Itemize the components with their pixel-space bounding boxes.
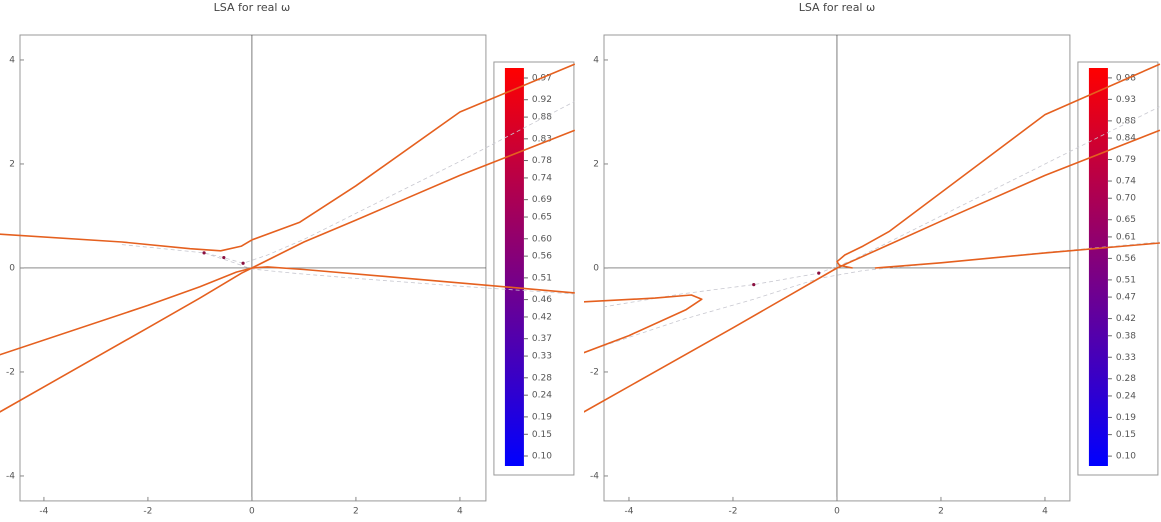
colorbar-tick-label: 0.65: [1116, 215, 1136, 225]
colorbar-tick-label: 0.60: [532, 234, 552, 244]
curve: [0, 129, 576, 356]
chart-title: LSA for real ω: [214, 1, 291, 14]
colorbar-tick-label: 0.65: [532, 213, 552, 223]
colorbar-tick-label: 0.78: [532, 156, 552, 166]
curve: [0, 266, 575, 413]
y-tick-label: 2: [593, 159, 599, 169]
x-tick-label: 4: [457, 506, 463, 516]
colorbar-tick-label: 0.10: [1116, 452, 1136, 462]
point: [222, 255, 226, 260]
colorbar-tick-label: 0.42: [1116, 314, 1136, 324]
series-group: [584, 63, 1161, 413]
point: [241, 261, 245, 265]
colorbar-tick-label: 0.88: [532, 113, 552, 123]
curve: [836, 63, 1161, 269]
colorbar-tick-label: 0.15: [1116, 430, 1136, 440]
colorbar-tick-label: 0.61: [1116, 232, 1136, 242]
panel: LSA for real ω-4 -2 0 2 4-4-20240.970.920.88…: [0, 1, 576, 516]
chart-title: LSA for real ω: [799, 1, 876, 14]
curve: [584, 294, 703, 354]
dashed-curve: [602, 106, 1160, 308]
colorbar-tick-label: 0.88: [1116, 116, 1136, 126]
y-tick-label: -4: [590, 471, 599, 481]
colorbar-tick-label: 0.24: [1116, 391, 1136, 401]
curve: [0, 63, 576, 252]
colorbar-tick-label: 0.28: [532, 373, 552, 383]
y-tick-label: 4: [593, 55, 599, 65]
colorbar-tick-label: 0.74: [1116, 177, 1136, 187]
x-tick-label: -2: [143, 506, 152, 516]
colorbar-tick-label: 0.93: [1116, 95, 1136, 105]
dashed-curve: [602, 241, 1160, 347]
colorbar-tick-label: 0.24: [532, 391, 552, 401]
x-tick-label: 4: [1042, 506, 1048, 516]
colorbar-tick-label: 0.19: [1116, 413, 1136, 423]
point: [752, 283, 756, 287]
colorbar-tick-label: 0.69: [532, 195, 552, 205]
x-tick-label: 0: [834, 506, 840, 516]
colorbar-tick-label: 0.10: [532, 452, 552, 462]
y-tick-label: 0: [9, 263, 15, 273]
x-tick-label: 2: [938, 506, 944, 516]
dashed-curve: [121, 101, 575, 264]
colorbar-tick-label: 0.38: [1116, 331, 1136, 341]
colorbar-tick-label: 0.46: [532, 295, 552, 305]
colorbar-tick-label: 0.84: [1116, 134, 1136, 144]
point: [202, 251, 206, 255]
colorbar-tick-label: 0.15: [532, 430, 552, 440]
y-tick-label: -2: [6, 367, 15, 377]
x-tick-label: -4: [39, 506, 48, 516]
colorbar-tick-label: 0.28: [1116, 374, 1136, 384]
x-tick-label: 2: [353, 506, 359, 516]
colorbar-tick-label: 0.70: [1116, 194, 1136, 204]
colorbar-tick-label: 0.83: [532, 134, 552, 144]
y-tick-label: -2: [590, 367, 599, 377]
colorbar-tick-label: 0.56: [532, 252, 552, 262]
dashed-curve: [203, 252, 575, 295]
colorbar: [1088, 68, 1108, 466]
colorbar-tick-label: 0.42: [532, 312, 552, 322]
colorbar-tick-label: 0.47: [1116, 293, 1136, 303]
x-tick-label: -2: [728, 506, 737, 516]
colorbar-tick-label: 0.74: [532, 173, 552, 183]
panel: LSA for real ω-4 -2 0 2 4-4-20240.980.930.88…: [584, 1, 1161, 516]
x-tick-label: -4: [624, 506, 633, 516]
colorbar-tick-label: 0.33: [1116, 353, 1136, 363]
colorbar-tick-label: 0.79: [1116, 155, 1136, 165]
curve: [874, 242, 1160, 269]
series-group: [0, 63, 576, 413]
colorbar-tick-label: 0.33: [532, 352, 552, 362]
colorbar: [504, 68, 524, 466]
x-tick-label: 0: [249, 506, 255, 516]
colorbar-tick-label: 0.51: [1116, 275, 1136, 285]
y-tick-label: -4: [6, 471, 15, 481]
colorbar-tick-label: 0.19: [532, 412, 552, 422]
curve: [584, 129, 1161, 413]
y-tick-label: 0: [593, 263, 599, 273]
y-tick-label: 4: [9, 55, 15, 65]
y-tick-label: 2: [9, 159, 15, 169]
colorbar-tick-label: 0.92: [532, 95, 552, 105]
colorbar-tick-label: 0.37: [532, 334, 552, 344]
colorbar-tick-label: 0.56: [1116, 254, 1136, 264]
colorbar-tick-label: 0.51: [532, 273, 552, 283]
point: [817, 271, 821, 275]
